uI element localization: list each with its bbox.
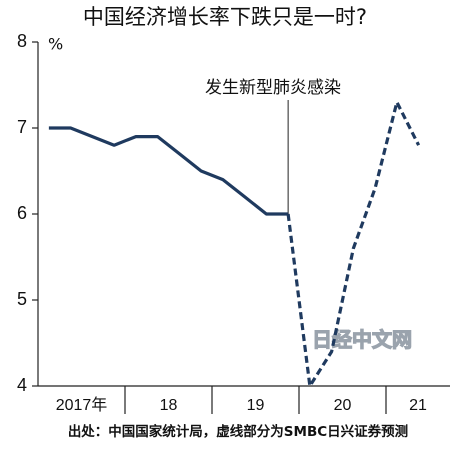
- annotation: 发生新型肺炎感染: [205, 78, 341, 98]
- y-tick-label: 7: [17, 117, 27, 137]
- chart-title: 中国经济增长率下跌只是一时?: [83, 5, 367, 29]
- unit-label: %: [48, 35, 63, 54]
- series-line: [48, 126, 289, 216]
- watermark: 日经中文网: [312, 328, 412, 352]
- x-tick-label: 21: [409, 397, 427, 414]
- y-tick-label: 5: [17, 289, 27, 309]
- x-tick-label: 20: [334, 397, 352, 414]
- series-line: [286, 100, 421, 388]
- x-tick-label: 2017年: [56, 396, 108, 414]
- y-tick-label: 8: [17, 31, 27, 51]
- source-note: 出处：中国国家统计局，虚线部分为SMBC日兴证券预测: [68, 423, 408, 440]
- x-tick-label: 19: [247, 397, 265, 414]
- y-tick-label: 6: [17, 203, 27, 223]
- y-tick-label: 4: [17, 375, 27, 395]
- x-tick-label: 18: [160, 397, 178, 414]
